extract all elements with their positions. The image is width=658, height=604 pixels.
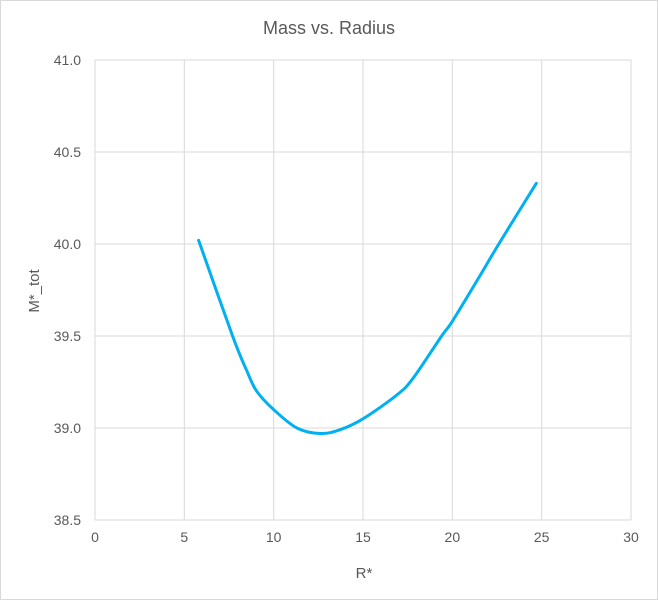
chart-title: Mass vs. Radius — [263, 18, 395, 38]
y-tick-label: 40.5 — [54, 144, 81, 160]
x-tick-label: 0 — [91, 529, 99, 545]
x-tick-label: 20 — [445, 529, 461, 545]
x-tick-label: 5 — [180, 529, 188, 545]
x-tick-label: 10 — [266, 529, 282, 545]
x-tick-label: 25 — [534, 529, 550, 545]
y-tick-label: 39.0 — [54, 420, 81, 436]
y-tick-label: 38.5 — [54, 512, 81, 528]
gridlines — [94, 59, 632, 521]
x-tick-label: 15 — [355, 529, 371, 545]
x-axis-label: R* — [356, 565, 373, 582]
series-line — [197, 181, 538, 436]
y-axis-label: M*_tot — [26, 268, 43, 312]
y-tick-label: 40.0 — [54, 236, 81, 252]
tick-labels: 0 5 10 15 20 25 30 38.5 39.0 39.5 40.0 40.5 41.0 — [54, 52, 639, 545]
x-tick-label: 30 — [623, 529, 639, 545]
y-tick-label: 41.0 — [54, 52, 81, 68]
y-tick-label: 39.5 — [54, 328, 81, 344]
